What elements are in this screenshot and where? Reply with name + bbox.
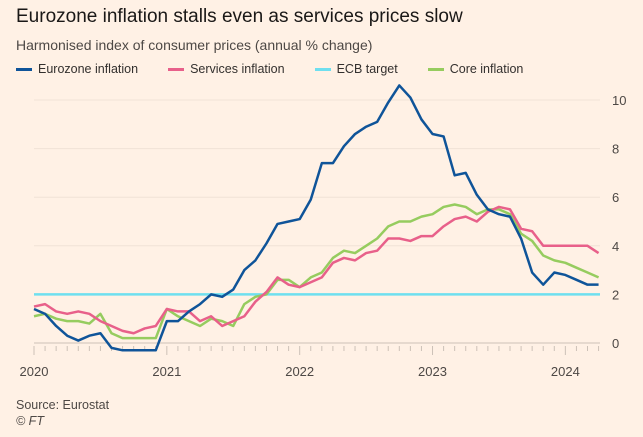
series-line-core-inflation bbox=[33, 203, 600, 340]
legend-swatch bbox=[314, 67, 331, 71]
legend-label: ECB target bbox=[336, 62, 398, 76]
x-tick-label: 2020 bbox=[20, 364, 49, 379]
x-tick-label: 2024 bbox=[551, 364, 580, 379]
legend-label: Core inflation bbox=[449, 62, 524, 76]
legend-label: Services inflation bbox=[190, 62, 285, 76]
x-tick-label: 2021 bbox=[152, 364, 181, 379]
chart-subtitle: Harmonised index of consumer prices (ann… bbox=[16, 37, 373, 53]
x-tick-label: 2023 bbox=[418, 364, 447, 379]
series-line-services-inflation bbox=[33, 205, 600, 335]
y-tick-label: 8 bbox=[612, 142, 619, 157]
legend-item-services: Services inflation bbox=[168, 62, 285, 76]
y-tick-label: 2 bbox=[612, 287, 619, 302]
y-tick-label: 6 bbox=[612, 190, 619, 205]
legend: Eurozone inflation Services inflation EC… bbox=[16, 62, 553, 76]
legend-item-core: Core inflation bbox=[427, 62, 524, 76]
y-tick-label: 0 bbox=[612, 336, 619, 351]
series-line-eurozone-inflation bbox=[33, 84, 599, 352]
legend-swatch bbox=[427, 67, 444, 71]
y-tick-label: 10 bbox=[612, 93, 626, 108]
legend-swatch bbox=[168, 67, 185, 71]
copyright: © FT bbox=[16, 414, 44, 428]
legend-swatch bbox=[16, 67, 32, 71]
legend-item-eurozone: Eurozone inflation bbox=[16, 62, 138, 76]
legend-item-ecb: ECB target bbox=[314, 62, 398, 76]
x-tick-label: 2022 bbox=[285, 364, 314, 379]
y-tick-label: 4 bbox=[612, 239, 619, 254]
chart-title: Eurozone inflation stalls even as servic… bbox=[16, 6, 463, 27]
source-note: Source: Eurostat bbox=[16, 398, 110, 412]
legend-label: Eurozone inflation bbox=[38, 62, 139, 76]
